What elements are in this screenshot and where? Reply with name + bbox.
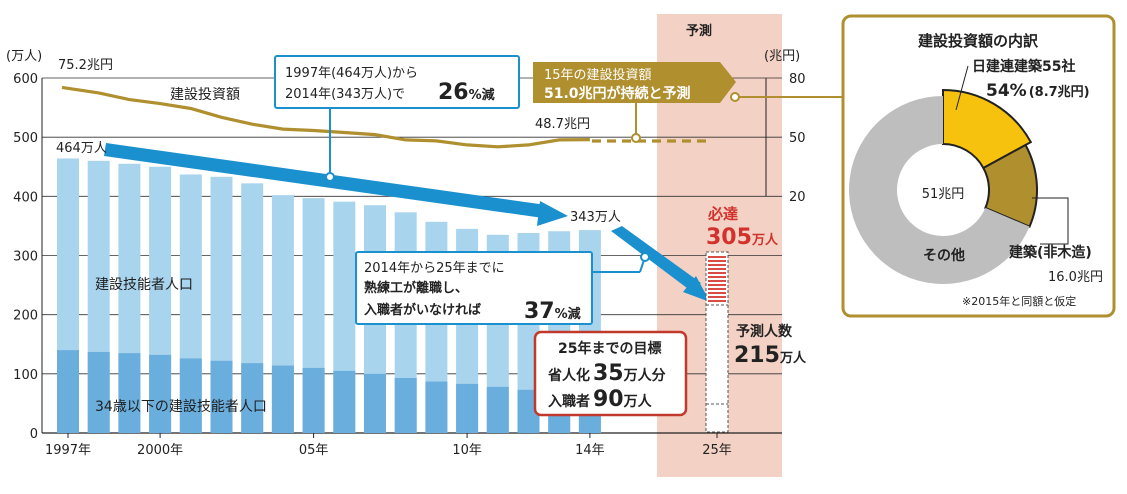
- decline-callout-line2: 2014年(343万人)で: [285, 87, 405, 102]
- pie-slice: [848, 96, 1030, 284]
- y-right-tick: 80: [789, 72, 806, 87]
- bar-young-workers: [271, 365, 294, 433]
- trend-arrow-head: [537, 201, 568, 226]
- investment-forecast-callout: [533, 62, 736, 103]
- target-callout-title: 25年までの目標: [558, 340, 661, 357]
- donut-chart: [848, 88, 1038, 284]
- target-callout-line2: 省人化 35万人分: [547, 361, 666, 386]
- gap-stripes: [708, 256, 726, 302]
- required-column: [705, 251, 729, 433]
- investment-end-label: 48.7兆円: [535, 117, 590, 132]
- workforce-end-label: 343万人: [570, 210, 621, 225]
- y-right-tick: 50: [789, 131, 806, 146]
- target-callout-line3: 入職者 90万人: [548, 387, 653, 412]
- pie-note: ※2015年と同額と仮定: [962, 294, 1076, 308]
- y-left-tick: 400: [13, 190, 38, 205]
- y-left-tick: 200: [13, 309, 38, 324]
- projected-label: 予測人数: [736, 323, 793, 340]
- y-left-tick: 100: [13, 368, 38, 383]
- pie-slice: [942, 88, 1033, 170]
- investment-forecast-dot: [631, 133, 641, 143]
- x-tick-labels: 1997年 2000年 05年 10年 14年 25年: [45, 433, 732, 458]
- future-callout-line1: 2014年から25年までに: [364, 261, 505, 276]
- decline-callout-pct: 26%減: [438, 80, 495, 105]
- pie-leader-building: [1032, 197, 1069, 245]
- x-tick-label: 25年: [702, 443, 732, 458]
- workforce-start-label: 464万人: [56, 141, 107, 156]
- y-right-unit: (兆円): [764, 49, 800, 64]
- y-left-unit: (万人): [6, 49, 42, 64]
- investment-forecast-line2: 51.0兆円が持続と予測: [544, 85, 691, 102]
- bar-young-workers: [87, 351, 110, 433]
- bar-young-workers: [302, 367, 325, 433]
- forecast-band-label: 予測: [686, 23, 712, 39]
- x-tick-label: 1997年: [45, 443, 91, 458]
- y-left-tick: 0: [30, 427, 38, 442]
- pie-slice: [982, 143, 1038, 228]
- future-callout-dot: [640, 252, 650, 262]
- decline-callout: [274, 55, 520, 109]
- x-tick-label: 10年: [452, 443, 482, 458]
- decline-callout-dot: [325, 172, 335, 182]
- bar-young-workers: [179, 358, 202, 433]
- x-tick-label: 2000年: [137, 443, 183, 458]
- investment-forecast-line1: 15年の建設投資額: [544, 67, 652, 83]
- trend-arrow-shaft: [104, 143, 546, 218]
- y-right-tick: 20: [789, 190, 806, 205]
- bar-young-workers: [456, 383, 479, 433]
- forecast-arrow-head: [683, 276, 710, 302]
- y-left-tick-labels: 0 100 200 300 400 500 600: [13, 72, 38, 442]
- bar-young-workers: [118, 353, 141, 433]
- future-decline-callout: [355, 251, 593, 325]
- pie-slice-label-nikkenren: 日建連建築55社: [972, 58, 1075, 75]
- bar-young-workers: [57, 350, 79, 433]
- future-callout-line3: 入職者がいなければ: [364, 302, 481, 318]
- future-callout-connector-v: [639, 259, 645, 273]
- young-series-label: 34歳以下の建設技能者人口: [95, 399, 267, 415]
- required-value: 305万人: [706, 225, 779, 250]
- bar-young-workers: [364, 373, 386, 433]
- bar-young-workers: [241, 363, 264, 433]
- bar-young-workers: [425, 381, 448, 433]
- investment-series-label: 建設投資額: [170, 87, 240, 103]
- future-callout-line2: 熟練工が離職し、: [364, 280, 468, 296]
- y-right-tick-labels: 20 50 80: [789, 72, 806, 205]
- pie-slice-value-nikkenren: 54% (8.7兆円): [986, 81, 1090, 101]
- y-left-tick: 600: [13, 72, 38, 87]
- bar-young-workers: [210, 360, 233, 433]
- workers-series-label: 建設技能者人口: [95, 277, 193, 293]
- pie-slice-label-other: その他: [923, 247, 965, 264]
- bar-young-workers: [394, 377, 417, 433]
- pie-center-label: 51兆円: [922, 187, 965, 202]
- forecast-arrow-shaft: [611, 226, 701, 291]
- investment-line: [61, 85, 590, 149]
- x-tick-label: 05年: [299, 443, 329, 458]
- pie-title: 建設投資額の内訳: [918, 32, 1039, 50]
- pie-slice-label-building: 建築(非木造): [1009, 244, 1092, 261]
- target-callout: [533, 330, 688, 417]
- pie-connector-dot: [730, 92, 740, 102]
- bar-young-workers: [333, 370, 356, 433]
- pie-leader-nikkenren: [955, 65, 969, 111]
- y-left-tick: 500: [13, 131, 38, 146]
- future-callout-pct: 37%減: [524, 299, 581, 324]
- required-label: 必達: [707, 205, 738, 223]
- bar-young-workers: [486, 386, 509, 433]
- decline-callout-line1: 1997年(464万人)から: [285, 66, 418, 81]
- projected-value: 215万人: [734, 343, 807, 368]
- y-left-tick: 300: [13, 250, 38, 265]
- pie-slice-value-building: 16.0兆円: [1048, 270, 1103, 285]
- x-tick-label: 14年: [575, 443, 605, 458]
- bar-young-workers: [149, 354, 172, 433]
- investment-start-label: 75.2兆円: [58, 58, 113, 73]
